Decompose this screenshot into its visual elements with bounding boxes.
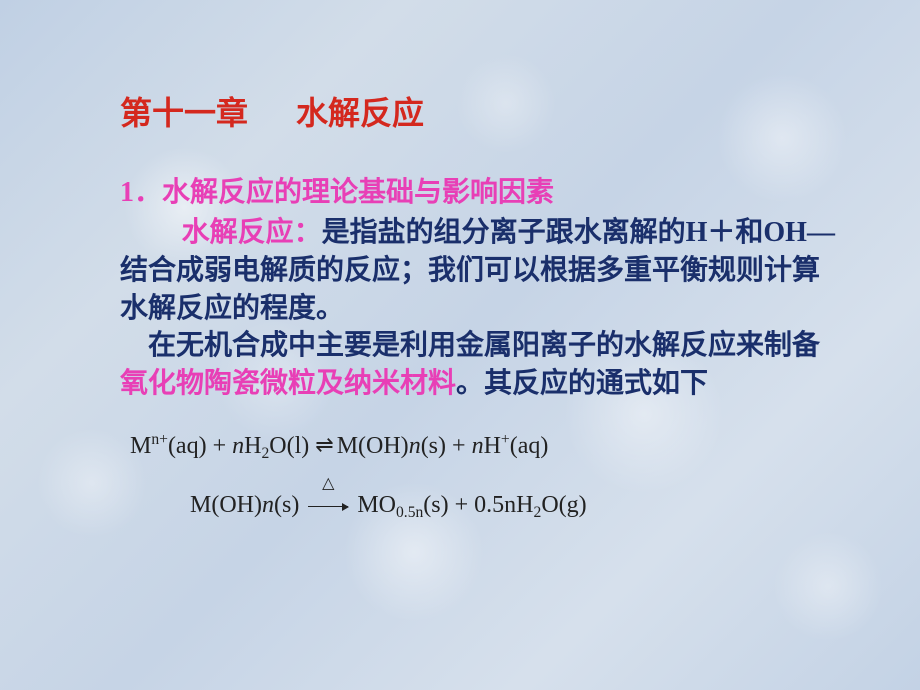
para2-text-b: 。其反应的通式如下 [456,368,708,399]
eq1-lhs-charge: n+ [151,431,168,448]
eq2-lhs-n: n [262,492,274,518]
para2-highlight: 氧化物陶瓷微粒及纳米材料 [120,368,456,399]
slide-content: 第十一章 水解反应 1．水解反应的理论基础与影响因素 水解反应：是指盐的组分离子… [120,88,840,549]
lead-term: 水解反应： [182,217,322,248]
eq2-rhs2-sub: 2 [534,504,542,521]
eq2-rhs1: MO [357,492,396,518]
section-title: 水解反应的理论基础与影响因素 [162,177,554,208]
eq1-rhs2-state: (aq) [510,433,549,459]
eq1-water: H [244,433,261,459]
eq2-rhs2-coeff: 0.5n [474,492,516,518]
chapter-number: 第十一章 [120,95,248,131]
eq1-rhs2-coeff: n [472,433,484,459]
eq2-plus: + [449,492,475,518]
eq1-water-sub: 2 [261,445,269,462]
eq1-rhs1: M(OH) [337,433,409,459]
equation-1: Mn+(aq) + nH2O(l) ⇌ M(OH)n(s) + nH+(aq) [130,431,840,462]
eq1-plus: + [207,433,233,459]
equilibrium-arrow-icon: ⇌ [315,431,330,460]
eq2-lhs: M(OH) [190,492,262,518]
eq1-lhs-species: M [130,433,151,459]
eq1-rhs2-charge: + [501,431,510,448]
chapter-name: 水解反应 [296,95,424,131]
eq2-rhs1-sub: 0.5n [396,504,423,521]
delta-symbol: △ [305,474,351,495]
eq1-rhs1-n: n [409,433,421,459]
paragraph-2: 在无机合成中主要是利用金属阳离子的水解反应来制备氧化物陶瓷微粒及纳米材料。其反应… [120,327,840,403]
equations-block: Mn+(aq) + nH2O(l) ⇌ M(OH)n(s) + nH+(aq) … [130,431,840,521]
eq1-lhs-state: (aq) [168,433,207,459]
equation-2: M(OH)n(s) △ MO0.5n(s) + 0.5nH2O(g) [190,490,840,521]
eq1-rhs1-state: (s) [421,433,446,459]
eq2-rhs1-state: (s) [423,492,448,518]
paragraph-1: 水解反应：是指盐的组分离子跟水离解的H＋和OH—结合成弱电解质的反应；我们可以根… [120,214,840,327]
eq1-water-coeff: n [232,433,244,459]
eq1-rhs2: H [484,433,501,459]
eq2-rhs2: H [516,492,533,518]
eq1-plus2: + [446,433,472,459]
section-number: 1． [120,177,162,208]
eq1-water-tail: O(l) [269,433,309,459]
arrow-line-icon [308,506,348,507]
eq2-rhs2-tail: O(g) [541,492,586,518]
chapter-title: 第十一章 水解反应 [120,88,840,134]
para2-text-a: 在无机合成中主要是利用金属阳离子的水解反应来制备 [148,330,820,361]
eq2-lhs-state: (s) [274,492,299,518]
section-heading: 1．水解反应的理论基础与影响因素 [120,170,840,210]
heat-arrow-icon: △ [305,490,351,521]
